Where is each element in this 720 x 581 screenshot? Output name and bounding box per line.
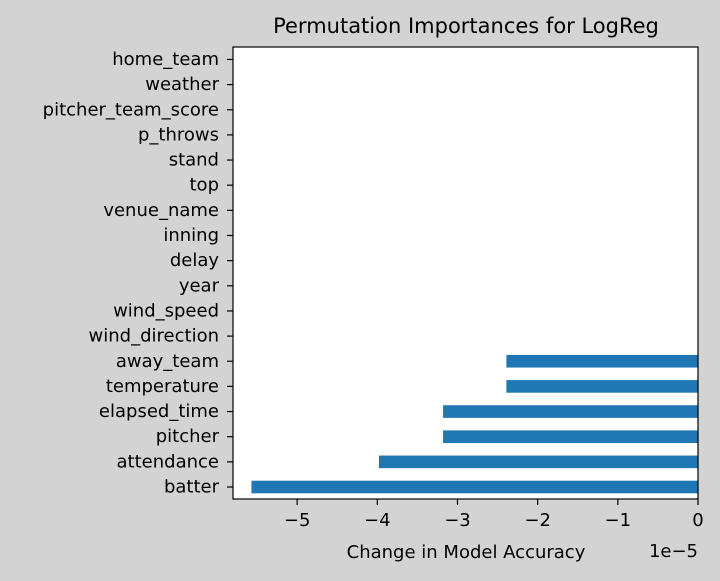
- bar-temperature: [506, 380, 698, 393]
- y-tick-label: pitcher_team_score: [43, 99, 219, 120]
- x-tick-label: −5: [284, 510, 311, 531]
- y-tick-label: venue_name: [103, 200, 219, 221]
- y-tick-label: batter: [164, 477, 220, 498]
- bar-elapsed-time: [443, 405, 698, 418]
- y-tick-label: top: [190, 175, 220, 196]
- x-tick-label: −3: [444, 510, 471, 531]
- x-tick-label: −1: [605, 510, 632, 531]
- y-tick-label: stand: [169, 150, 219, 171]
- bar-batter: [251, 480, 699, 494]
- y-tick-label: wind_direction: [89, 326, 219, 347]
- y-tick-label: weather: [145, 74, 219, 95]
- bar-pitcher: [443, 430, 698, 443]
- y-tick-label: elapsed_time: [99, 401, 219, 422]
- bar-attendance: [378, 455, 698, 469]
- y-tick-label: temperature: [106, 376, 219, 397]
- y-tick-label: wind_speed: [113, 300, 219, 321]
- x-axis-scale-label: 1e−5: [649, 541, 698, 562]
- plot-frame: [232, 46, 699, 500]
- x-tick-label: −2: [524, 510, 551, 531]
- x-axis-label: Change in Model Accuracy: [347, 542, 586, 563]
- bar-away-team: [506, 354, 698, 368]
- y-tick-label: attendance: [117, 451, 219, 472]
- y-tick-label: away_team: [116, 351, 219, 372]
- y-tick-label: year: [179, 275, 220, 296]
- x-tick-label: 0: [692, 510, 703, 531]
- plot-area: [233, 47, 698, 499]
- y-tick-label: delay: [170, 250, 220, 271]
- y-tick-label: inning: [163, 225, 219, 246]
- y-tick-label: p_throws: [138, 124, 219, 145]
- chart-title: Permutation Importances for LogReg: [273, 14, 659, 38]
- y-tick-label: home_team: [112, 49, 219, 70]
- y-tick-label: pitcher: [156, 426, 220, 447]
- bars-group: [251, 354, 699, 494]
- x-tick-label: −4: [364, 510, 391, 531]
- y-axis: batter attendance pitcher elapsed_time tempe…: [43, 49, 233, 498]
- x-axis: −5 −4 −3 −2 −1 0: [284, 499, 704, 531]
